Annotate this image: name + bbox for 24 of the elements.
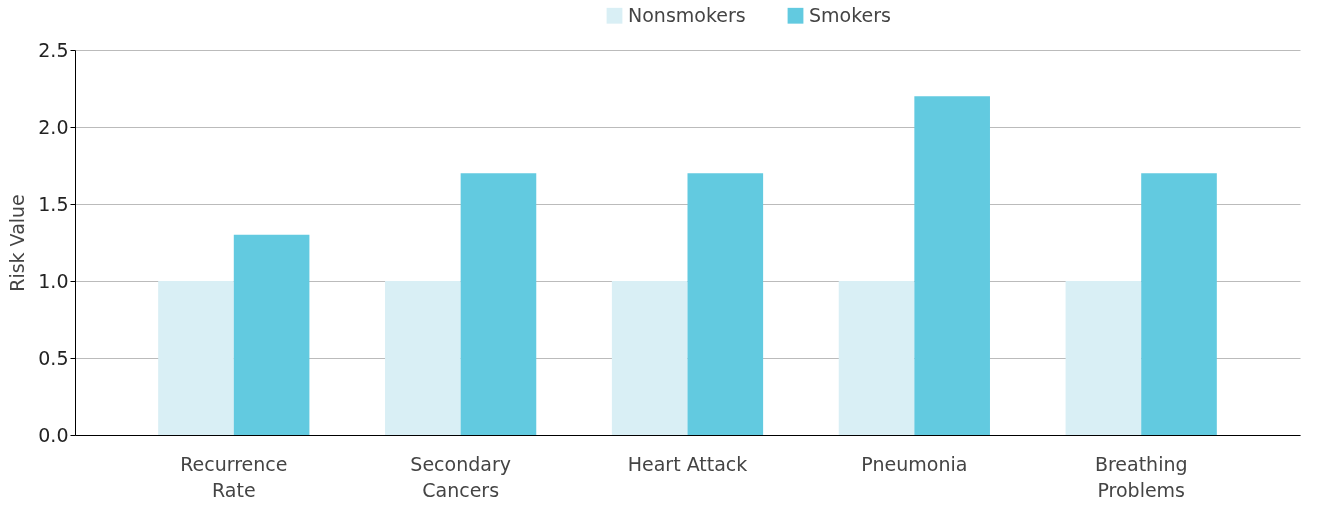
y-tick-label: 2.5 bbox=[38, 38, 69, 61]
y-tick-label: 1.0 bbox=[38, 269, 69, 292]
x-tick-label: Pneumonia bbox=[861, 452, 968, 475]
bar bbox=[838, 281, 915, 435]
y-axis-title: Risk Value bbox=[6, 194, 29, 292]
y-tick-label: 0.5 bbox=[38, 346, 69, 369]
bar bbox=[1141, 173, 1217, 435]
x-tick-label: Heart Attack bbox=[627, 452, 748, 475]
legend-label: Smokers bbox=[809, 3, 891, 26]
bar bbox=[1065, 281, 1142, 435]
bar bbox=[385, 281, 461, 435]
bar bbox=[611, 281, 688, 435]
bar bbox=[460, 173, 537, 435]
bar bbox=[687, 173, 764, 435]
y-tick-label: 0.0 bbox=[38, 423, 69, 446]
x-tick-label: Secondary Cancers bbox=[410, 452, 511, 501]
bar bbox=[914, 96, 990, 435]
legend-label: Nonsmokers bbox=[628, 3, 746, 26]
bar bbox=[233, 234, 310, 435]
y-tick-label: 2.0 bbox=[38, 115, 69, 138]
y-tick-label: 1.5 bbox=[38, 192, 69, 215]
x-tick-label: Recurrence Rate bbox=[180, 452, 288, 501]
x-tick-label: Breathing Problems bbox=[1094, 452, 1188, 501]
bar bbox=[158, 281, 234, 435]
